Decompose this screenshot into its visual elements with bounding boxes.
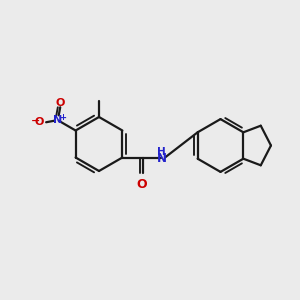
Text: −: −	[31, 116, 40, 126]
Text: O: O	[56, 98, 65, 108]
Text: N: N	[52, 115, 62, 124]
Text: +: +	[59, 113, 66, 122]
Text: O: O	[34, 117, 44, 127]
Text: H: H	[157, 147, 166, 157]
Text: O: O	[136, 178, 147, 190]
Text: N: N	[157, 152, 167, 166]
